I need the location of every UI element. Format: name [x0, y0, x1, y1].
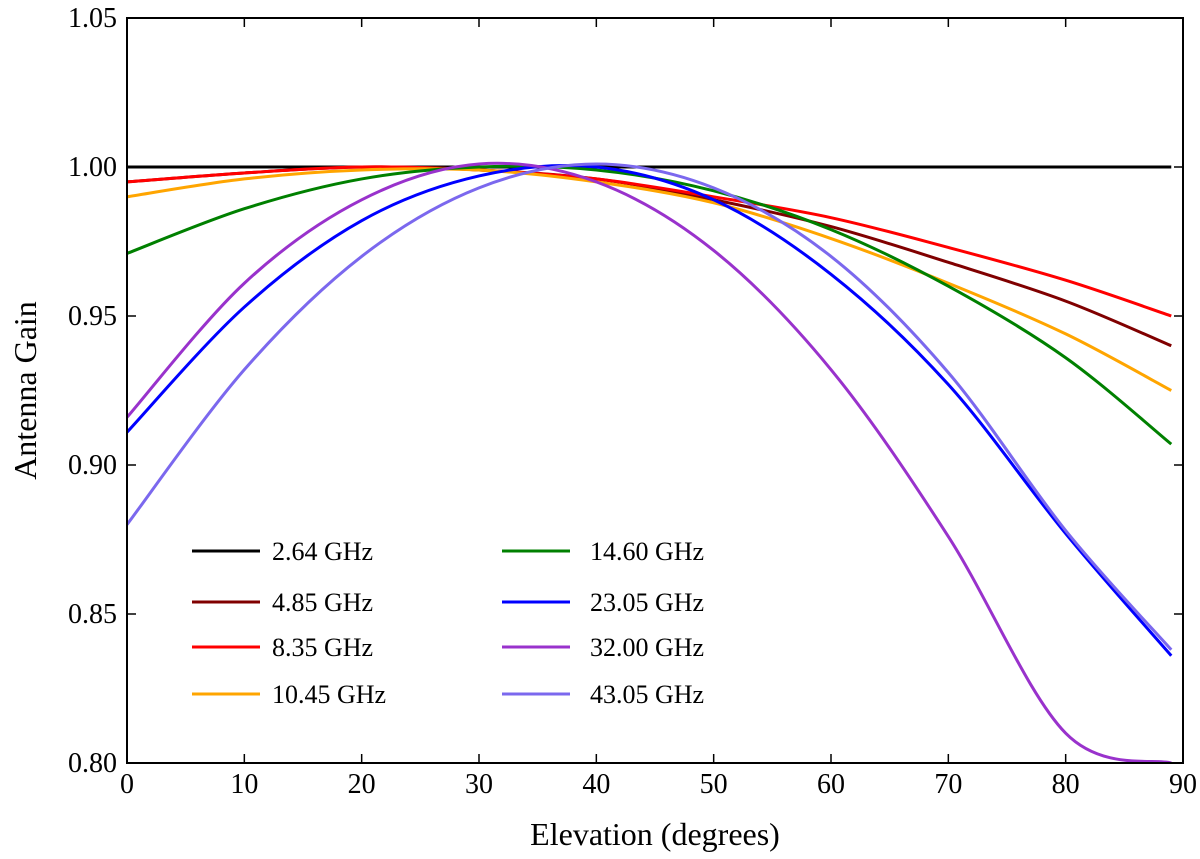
x-tick-label: 70: [934, 769, 962, 800]
x-tick-label: 0: [120, 769, 134, 800]
series-line-32-00-ghz: [127, 161, 1172, 763]
x-axis-label: Elevation (degrees): [530, 816, 780, 852]
y-axis-label: Antenna Gain: [7, 301, 43, 480]
plot-area: [127, 161, 1173, 763]
y-tick-label: 0.95: [68, 301, 117, 332]
legend-item: 10.45 GHz: [192, 680, 386, 709]
series-line-10-45-ghz: [127, 167, 1172, 392]
legend-item: 43.05 GHz: [502, 680, 704, 709]
y-tick-label: 0.80: [68, 748, 117, 779]
x-tick-label: 50: [700, 769, 728, 800]
x-tick-label: 30: [465, 769, 493, 800]
series-group: [127, 161, 1173, 763]
x-tick-label: 20: [348, 769, 376, 800]
legend-item: 8.35 GHz: [192, 633, 373, 662]
legend-label: 23.05 GHz: [590, 588, 704, 617]
legend-label: 4.85 GHz: [272, 588, 373, 617]
plot-frame: [126, 17, 1184, 764]
legend-label: 8.35 GHz: [272, 633, 373, 662]
y-tick-label: 0.85: [68, 599, 117, 630]
legend-item: 32.00 GHz: [502, 633, 704, 662]
legend: 2.64 GHz 4.85 GHz 8.35 GHz 10.45 GHz 14.60 G…: [192, 537, 704, 709]
y-tick-label: 0.90: [68, 450, 117, 481]
legend-label: 2.64 GHz: [272, 537, 373, 566]
legend-label: 43.05 GHz: [590, 680, 704, 709]
x-tick-label: 40: [582, 769, 610, 800]
series-line-43-05-ghz: [127, 162, 1173, 651]
x-tick-label: 80: [1052, 769, 1080, 800]
series-line-23-05-ghz: [127, 163, 1173, 657]
x-axis-ticks: 0 10 20 30 40 50 60 70 80 90: [120, 18, 1197, 800]
legend-label: 14.60 GHz: [590, 537, 704, 566]
y-tick-label: 1.00: [68, 152, 117, 183]
y-tick-label: 1.05: [68, 3, 117, 34]
series-line-4-85-ghz: [127, 165, 1172, 348]
x-tick-label: 90: [1169, 769, 1197, 800]
legend-item: 4.85 GHz: [192, 588, 373, 617]
legend-item: 23.05 GHz: [502, 588, 704, 617]
series-line-8-35-ghz: [127, 165, 1172, 318]
x-tick-label: 10: [230, 769, 258, 800]
legend-item: 2.64 GHz: [192, 537, 373, 566]
y-axis-ticks: 0.80 0.85 0.90 0.95 1.00 1.05: [68, 3, 1183, 779]
legend-label: 32.00 GHz: [590, 633, 704, 662]
legend-item: 14.60 GHz: [502, 537, 704, 566]
x-tick-label: 60: [817, 769, 845, 800]
legend-label: 10.45 GHz: [272, 680, 386, 709]
